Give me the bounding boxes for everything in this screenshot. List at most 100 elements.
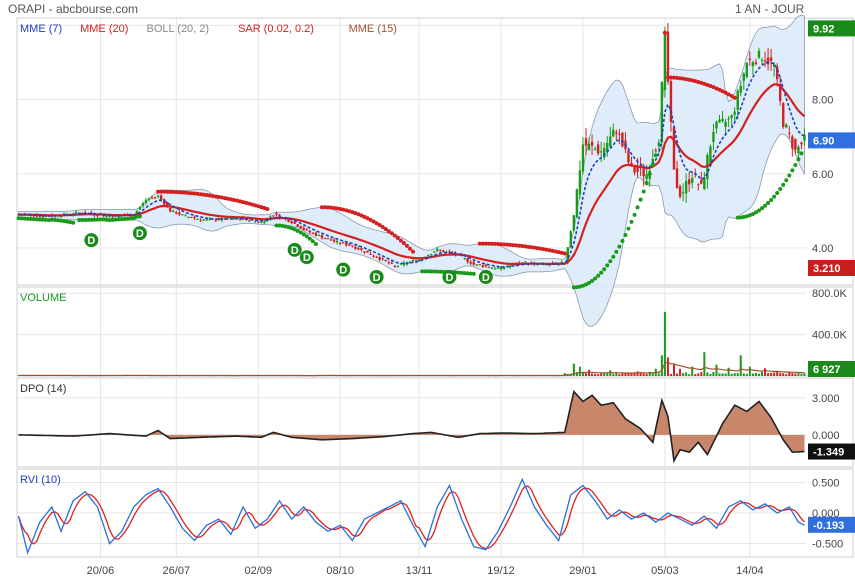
sar-dot bbox=[590, 278, 595, 283]
volume-bar bbox=[773, 372, 776, 376]
price-tick-label: 6.00 bbox=[812, 169, 833, 181]
sar-dot bbox=[635, 205, 640, 210]
sar-dot bbox=[693, 79, 698, 84]
sar-dot bbox=[684, 77, 689, 82]
candle-body bbox=[439, 249, 442, 251]
dpo-line bbox=[18, 389, 805, 464]
sar-dot bbox=[19, 216, 24, 221]
x-tick-label: 14/04 bbox=[736, 565, 764, 577]
sar-dot bbox=[483, 241, 488, 246]
candle-body bbox=[287, 218, 290, 223]
volume-bar bbox=[688, 374, 691, 376]
candle-body bbox=[687, 179, 691, 185]
candle-body bbox=[669, 81, 673, 122]
candle-body bbox=[187, 216, 190, 218]
volume-bar bbox=[782, 373, 785, 376]
sar-dot bbox=[256, 204, 261, 209]
volume-bar bbox=[697, 373, 700, 376]
volume-bar bbox=[600, 373, 603, 376]
sar-dot bbox=[319, 205, 324, 210]
candle-body bbox=[800, 142, 803, 145]
sar-dot bbox=[392, 233, 397, 238]
volume-bar bbox=[651, 373, 654, 376]
volume-bar bbox=[685, 372, 688, 376]
dividend-marker-label: D bbox=[291, 245, 299, 257]
candle-body bbox=[396, 265, 400, 267]
sar-dot bbox=[235, 198, 240, 203]
volume-bar bbox=[791, 373, 794, 376]
candle-body bbox=[703, 177, 706, 190]
volume-bar bbox=[563, 373, 566, 376]
sar-dot bbox=[468, 271, 473, 276]
volume-bar bbox=[803, 373, 806, 376]
candle-body bbox=[508, 265, 512, 268]
legend-item: MME (15) bbox=[349, 23, 397, 35]
rvi-title: RVI (10) bbox=[20, 474, 61, 486]
sar-dot bbox=[326, 205, 331, 210]
candle-body bbox=[417, 259, 421, 261]
sar-dots bbox=[16, 30, 804, 290]
sar-dot bbox=[702, 81, 707, 86]
rvi-signal-line bbox=[17, 485, 805, 550]
candle-body bbox=[166, 202, 169, 207]
sar-dot bbox=[775, 190, 780, 195]
sar-dot bbox=[538, 246, 543, 251]
candle-body bbox=[366, 250, 369, 253]
candle-body bbox=[475, 264, 478, 266]
sar-dot bbox=[599, 270, 604, 275]
sar-dot bbox=[495, 242, 500, 247]
volume-bar bbox=[603, 372, 606, 376]
volume-bar bbox=[682, 373, 685, 376]
sar-dot bbox=[207, 193, 212, 198]
candle-body bbox=[766, 57, 770, 65]
x-tick-label: 26/07 bbox=[163, 565, 191, 577]
candle-body bbox=[178, 212, 181, 215]
sar-dot bbox=[298, 230, 303, 235]
sar-dot bbox=[511, 243, 516, 248]
candle-body bbox=[293, 221, 296, 224]
dpo-area bbox=[18, 391, 805, 461]
candle-body bbox=[618, 133, 621, 135]
sar-dot bbox=[274, 223, 279, 228]
sar-dot bbox=[426, 269, 431, 274]
candle-body bbox=[654, 150, 657, 152]
candle-body bbox=[651, 159, 654, 163]
candle-body bbox=[41, 216, 44, 218]
sar-dot bbox=[653, 153, 658, 158]
volume-bar bbox=[621, 373, 624, 376]
sar-dot bbox=[310, 239, 315, 244]
sar-dot bbox=[40, 217, 45, 222]
volume-bar bbox=[770, 372, 773, 376]
volume-bar bbox=[700, 372, 703, 376]
sar-dot bbox=[231, 197, 236, 202]
volume-bar bbox=[676, 373, 679, 376]
sar-dot bbox=[183, 190, 188, 195]
sar-dot bbox=[365, 216, 370, 221]
sar-dot bbox=[705, 82, 710, 87]
candle-body bbox=[484, 264, 488, 267]
sar-dot bbox=[781, 182, 786, 187]
sar-dot bbox=[295, 228, 300, 233]
sar-dot bbox=[134, 214, 139, 219]
candle-body bbox=[408, 261, 412, 263]
volume-bar bbox=[764, 368, 767, 376]
sar-dot bbox=[720, 89, 725, 94]
legend-item: BOLL (20, 2) bbox=[147, 23, 210, 35]
candle-body bbox=[348, 244, 351, 246]
sar-dot bbox=[687, 77, 692, 82]
candle-body bbox=[305, 229, 309, 231]
candle-body bbox=[214, 220, 217, 222]
bollinger-band bbox=[18, 14, 805, 327]
candle-body bbox=[718, 119, 721, 123]
candle-body bbox=[138, 207, 142, 210]
sar-dot bbox=[404, 243, 409, 248]
sar-dot bbox=[662, 30, 667, 35]
volume-bar bbox=[618, 374, 621, 376]
price-tick-label: 8.00 bbox=[812, 95, 833, 107]
sar-dot bbox=[462, 271, 467, 276]
volume-panel-frame bbox=[16, 286, 854, 377]
volume-bar bbox=[588, 369, 591, 376]
x-tick-label: 20/06 bbox=[87, 565, 115, 577]
dpo-badge: -1.349 bbox=[813, 447, 844, 459]
price-panel-frame bbox=[16, 17, 854, 286]
